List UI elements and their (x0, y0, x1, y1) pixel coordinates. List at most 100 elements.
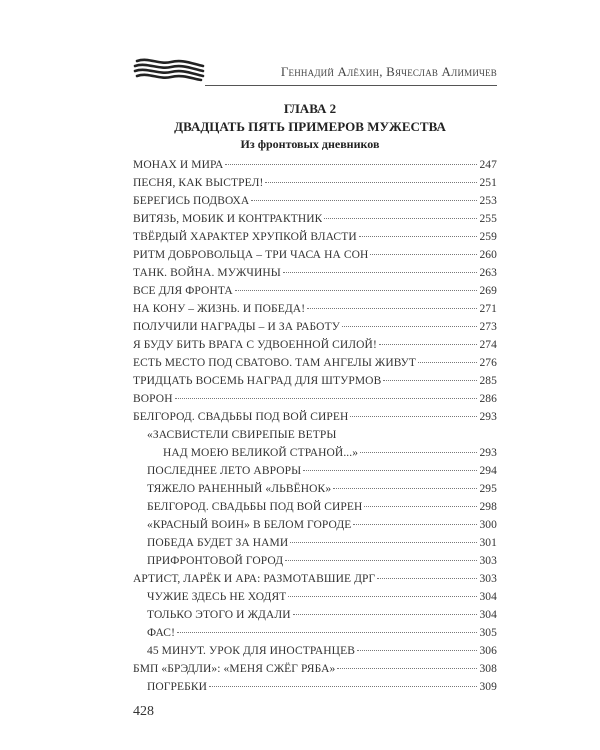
toc-entry-title: БМП «БРЭДЛИ»: «МЕНЯ СЖЁГ РЯБА» (133, 663, 336, 675)
toc-entry-page: 259 (479, 231, 497, 243)
toc-entry-title: БЕРЕГИСЬ ПОДВОХА (133, 195, 250, 207)
dot-leader (324, 218, 478, 219)
toc-entry-title: Я БУДУ БИТЬ ВРАГА С УДВОЕННОЙ СИЛОЙ! (133, 339, 377, 351)
dot-leader (307, 308, 478, 309)
dot-leader (360, 452, 478, 453)
toc-entry-page: 305 (479, 627, 497, 639)
toc-entry-title: ТАНК. ВОЙНА. МУЖЧИНЫ (133, 267, 281, 279)
toc-entry-page: 309 (479, 681, 497, 693)
toc-entry: БЕЛГОРОД. СВАДЬБЫ ПОД ВОЙ СИРЕН 293 (133, 408, 497, 426)
toc-entry-page: 298 (479, 501, 497, 513)
toc-entry-title: ПОЛУЧИЛИ НАГРАДЫ – И ЗА РАБОТУ (133, 321, 340, 333)
toc-entry-title: ТВЁРДЫЙ ХАРАКТЕР ХРУПКОЙ ВЛАСТИ (133, 231, 357, 243)
toc-entry-page: 303 (479, 573, 497, 585)
toc-entry-page: 271 (479, 303, 497, 315)
toc-entry-title: ПОГРЕБКИ (147, 681, 208, 693)
toc-entry-title: 45 МИНУТ. УРОК ДЛЯ ИНОСТРАНЦЕВ (147, 645, 355, 657)
dot-leader (337, 668, 478, 669)
dot-leader (285, 560, 478, 561)
toc-entry-title: НА КОНУ – ЖИЗНЬ. И ПОБЕДА! (133, 303, 306, 315)
dot-leader (350, 416, 478, 417)
dot-leader (234, 290, 478, 291)
toc-entry-page: 273 (479, 321, 497, 333)
dot-leader (292, 614, 478, 615)
toc-entry: МОНАХ И МИРА 247 (133, 156, 497, 174)
toc-entry: ЕСТЬ МЕСТО ПОД СВАТОВО. ТАМ АНГЕЛЫ ЖИВУТ… (133, 354, 497, 372)
toc-entry: «КРАСНЫЙ ВОИН» В БЕЛОМ ГОРОДЕ 300 (133, 516, 497, 534)
chapter-title: ДВАДЦАТЬ ПЯТЬ ПРИМЕРОВ МУЖЕСТВА (174, 119, 446, 134)
toc-entry: РИТМ ДОБРОВОЛЬЦА – ТРИ ЧАСА НА СОН 260 (133, 246, 497, 264)
dot-leader (358, 236, 478, 237)
toc-entry: АРТИСТ, ЛАРЁК И АРА: РАЗМОТАВШИЕ ДРГ 303 (133, 570, 497, 588)
toc-entry-page: 260 (479, 249, 497, 261)
dot-leader (356, 650, 478, 651)
toc-entry: ВИТЯЗЬ, МОБИК И КОНТРАКТНИК 255 (133, 210, 497, 228)
dot-leader (364, 506, 478, 507)
toc-entry-page: 269 (479, 285, 497, 297)
toc-entry: БЕРЕГИСЬ ПОДВОХА 253 (133, 192, 497, 210)
toc-entry-page: 293 (479, 447, 497, 459)
toc-entry-page: 247 (479, 159, 497, 171)
toc-entry: НА КОНУ – ЖИЗНЬ. И ПОБЕДА! 271 (133, 300, 497, 318)
toc-entry-title: ПЕСНЯ, КАК ВЫСТРЕЛ! (133, 177, 264, 189)
chapter-number: ГЛАВА 2 (283, 101, 337, 116)
dot-leader (288, 596, 478, 597)
table-of-contents: МОНАХ И МИРА 247 ПЕСНЯ, КАК ВЫСТРЕЛ! 251 БЕР… (133, 156, 497, 696)
dot-leader (251, 200, 478, 201)
dot-leader (383, 380, 478, 381)
toc-entry-page: 276 (479, 357, 497, 369)
toc-entry-title: ПОБЕДА БУДЕТ ЗА НАМИ (147, 537, 289, 549)
toc-entry-title: РИТМ ДОБРОВОЛЬЦА – ТРИ ЧАСА НА СОН (133, 249, 369, 261)
toc-entry-title: МОНАХ И МИРА (133, 159, 224, 171)
toc-entry-page: 306 (479, 645, 497, 657)
dot-leader (225, 164, 478, 165)
dot-leader (370, 254, 478, 255)
dot-leader (377, 578, 478, 579)
dot-leader (265, 182, 478, 183)
toc-entry-title: АРТИСТ, ЛАРЁК И АРА: РАЗМОТАВШИЕ ДРГ (133, 573, 376, 585)
toc-entry: ПЕСНЯ, КАК ВЫСТРЕЛ! 251 (133, 174, 497, 192)
toc-entry-title: ЕСТЬ МЕСТО ПОД СВАТОВО. ТАМ АНГЕЛЫ ЖИВУТ (133, 357, 416, 369)
dot-leader (282, 272, 478, 273)
toc-entry-title: ПОСЛЕДНЕЕ ЛЕТО АВРОРЫ (147, 465, 302, 477)
toc-entry-title: НАД МОЕЮ ВЕЛИКОЙ СТРАНОЙ...» (163, 447, 359, 459)
toc-entry: ПОЛУЧИЛИ НАГРАДЫ – И ЗА РАБОТУ 273 (133, 318, 497, 336)
toc-entry-title: ВИТЯЗЬ, МОБИК И КОНТРАКТНИК (133, 213, 323, 225)
toc-entry-page: 263 (479, 267, 497, 279)
toc-entry: ФАС! 305 (133, 624, 497, 642)
dot-leader (341, 326, 478, 327)
dot-leader (303, 470, 478, 471)
toc-entry-title: БЕЛГОРОД. СВАДЬБЫ ПОД ВОЙ СИРЕН (147, 501, 363, 513)
toc-entry: ПРИФРОНТОВОЙ ГОРОД 303 (133, 552, 497, 570)
dot-leader (209, 686, 478, 687)
dot-leader (177, 632, 478, 633)
toc-entry-page: 308 (479, 663, 497, 675)
toc-entry-title: ВОРОН (133, 393, 173, 405)
toc-entry: ТАНК. ВОЙНА. МУЖЧИНЫ 263 (133, 264, 497, 282)
toc-entry-title: ТЯЖЕЛО РАНЕННЫЙ «ЛЬВЁНОК» (147, 483, 332, 495)
toc-entry-page: 300 (479, 519, 497, 531)
toc-entry: ПОГРЕБКИ 309 (133, 678, 497, 696)
toc-entry-title: ПРИФРОНТОВОЙ ГОРОД (147, 555, 284, 567)
toc-entry-page: 253 (479, 195, 497, 207)
toc-entry: ВОРОН 286 (133, 390, 497, 408)
dot-leader (417, 362, 478, 363)
toc-entry-title: БЕЛГОРОД. СВАДЬБЫ ПОД ВОЙ СИРЕН (133, 411, 349, 423)
toc-entry: ТРИДЦАТЬ ВОСЕМЬ НАГРАД ДЛЯ ШТУРМОВ 285 (133, 372, 497, 390)
toc-entry-page: 304 (479, 591, 497, 603)
dot-leader (290, 542, 478, 543)
toc-entry: ПОБЕДА БУДЕТ ЗА НАМИ 301 (133, 534, 497, 552)
toc-entry-page: 294 (479, 465, 497, 477)
toc-entry-page: 255 (479, 213, 497, 225)
toc-entry-page: 286 (479, 393, 497, 405)
dot-leader (174, 398, 478, 399)
toc-entry: ПОСЛЕДНЕЕ ЛЕТО АВРОРЫ 294 (133, 462, 497, 480)
toc-entry-title: ТРИДЦАТЬ ВОСЕМЬ НАГРАД ДЛЯ ШТУРМОВ (133, 375, 382, 387)
toc-entry: БЕЛГОРОД. СВАДЬБЫ ПОД ВОЙ СИРЕН 298 (133, 498, 497, 516)
toc-entry: ТОЛЬКО ЭТОГО И ЖДАЛИ 304 (133, 606, 497, 624)
toc-entry-page: 303 (479, 555, 497, 567)
toc-entry-page: 301 (479, 537, 497, 549)
st-george-ribbon-icon (133, 58, 205, 82)
toc-entry: Я БУДУ БИТЬ ВРАГА С УДВОЕННОЙ СИЛОЙ! 274 (133, 336, 497, 354)
toc-entry-title: ФАС! (147, 627, 175, 639)
